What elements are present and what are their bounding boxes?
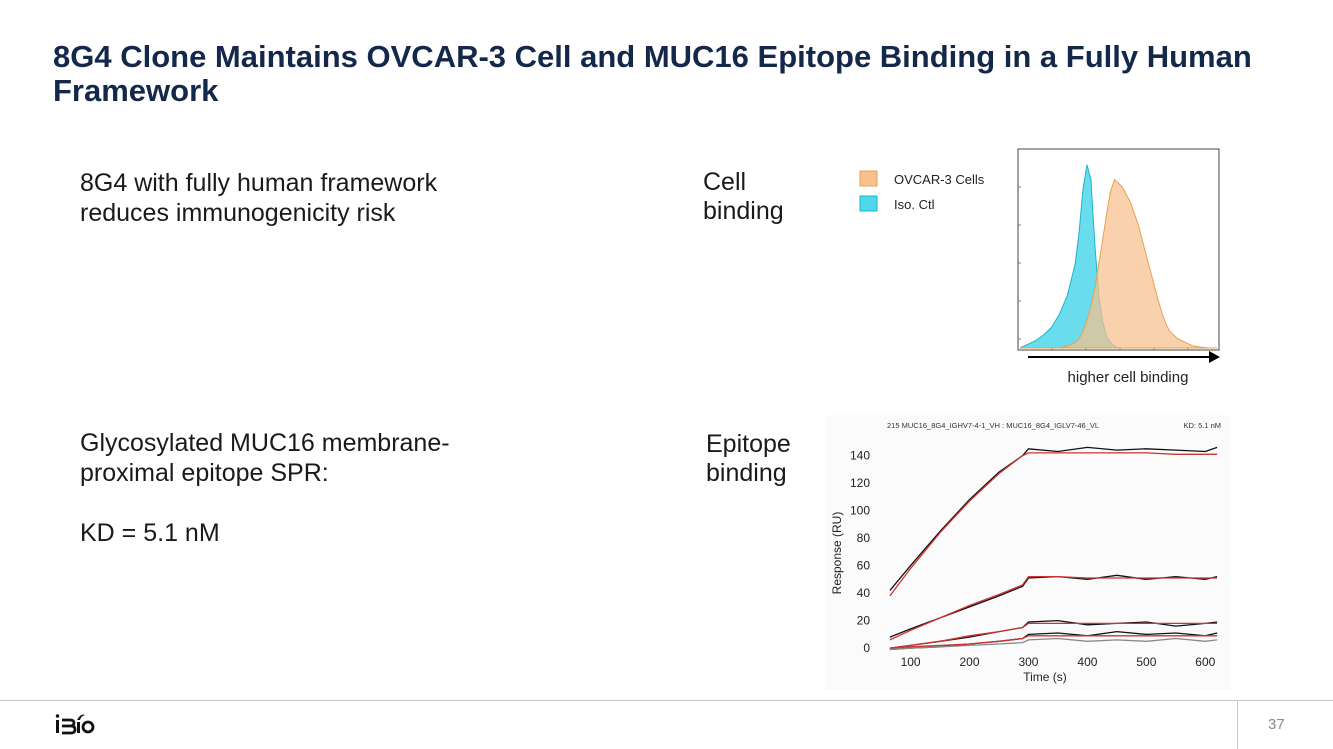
spr-curve-3 bbox=[889, 575, 1218, 641]
spr-curve-0 bbox=[889, 446, 1218, 591]
spr-curves bbox=[889, 446, 1218, 651]
point-immunogenicity: 8G4 with fully human framework reduces i… bbox=[80, 168, 437, 228]
spr-y-tick-label: 80 bbox=[857, 531, 871, 545]
legend-label-ovcar: OVCAR-3 Cells bbox=[894, 172, 985, 187]
spr-x-tick-label: 200 bbox=[960, 655, 980, 669]
epitope-binding-label-line2: binding bbox=[706, 459, 787, 487]
point-immunogenicity-line2: reduces immunogenicity risk bbox=[80, 199, 396, 227]
cell-binding-histogram: OVCAR-3 Cells Iso. Ctl higher cell bindi… bbox=[859, 148, 1220, 386]
footer-divider bbox=[1237, 701, 1238, 749]
spr-y-tick-label: 40 bbox=[857, 586, 871, 600]
footer-rule bbox=[0, 700, 1333, 701]
point-spr-line2: proximal epitope SPR: bbox=[80, 459, 329, 487]
spr-kd-annotation: KD: 5.1 nM bbox=[1183, 421, 1221, 430]
cell-binding-label-line1: Cell bbox=[703, 168, 747, 196]
spr-y-tick-label: 100 bbox=[850, 504, 870, 518]
spr-curve-5 bbox=[889, 622, 1218, 649]
spr-xlabel: Time (s) bbox=[1023, 670, 1067, 684]
spr-y-tick-label: 120 bbox=[850, 476, 870, 490]
slide-title: 8G4 Clone Maintains OVCAR-3 Cell and MUC… bbox=[53, 39, 1252, 108]
spr-title: 215 MUC16_8G4_IGHV7-4-1_VH : MUC16_8G4_I… bbox=[887, 421, 1099, 430]
spr-curve-7 bbox=[889, 635, 1218, 649]
spr-curve-1 bbox=[889, 452, 1218, 597]
legend-swatch-iso bbox=[859, 195, 878, 212]
epitope-binding-label-line1: Epitope bbox=[706, 430, 791, 458]
ibio-logo bbox=[55, 714, 95, 735]
spr-y-tick-label: 20 bbox=[857, 614, 871, 628]
spr-ylabel: Response (RU) bbox=[830, 512, 844, 595]
histogram-series-ovcar bbox=[1020, 178, 1217, 349]
spr-background bbox=[825, 415, 1230, 690]
point-spr-line1: Glycosylated MUC16 membrane- bbox=[80, 429, 450, 457]
spr-y-tick-label: 140 bbox=[850, 449, 870, 463]
spr-x-tick-label: 600 bbox=[1195, 655, 1215, 669]
spr-y-tick-label: 0 bbox=[863, 641, 870, 655]
spr-y-tick-label: 60 bbox=[857, 559, 871, 573]
spr-x-tick-label: 400 bbox=[1077, 655, 1097, 669]
point-immunogenicity-line1: 8G4 with fully human framework bbox=[80, 169, 438, 197]
spr-sensorgram: 215 MUC16_8G4_IGHV7-4-1_VH : MUC16_8G4_I… bbox=[825, 415, 1230, 690]
legend-swatch-ovcar bbox=[859, 170, 878, 187]
spr-curve-8 bbox=[889, 637, 1218, 651]
page-number: 37 bbox=[1268, 716, 1285, 733]
epitope-binding-label: Epitope binding bbox=[706, 430, 791, 488]
spr-x-tick-label: 300 bbox=[1018, 655, 1038, 669]
spr-x-tick-label: 100 bbox=[901, 655, 921, 669]
cell-binding-label-line2: binding bbox=[703, 197, 784, 225]
spr-axes: 0 20 40 60 80 100 120 140 100 200 300 400 500 600 bbox=[850, 449, 1216, 669]
point-spr: Glycosylated MUC16 membrane- proximal ep… bbox=[80, 428, 450, 548]
legend-label-iso: Iso. Ctl bbox=[894, 197, 935, 212]
point-spr-kd: KD = 5.1 nM bbox=[80, 519, 220, 547]
spr-x-tick-label: 500 bbox=[1136, 655, 1156, 669]
histogram-xlabel: higher cell binding bbox=[1068, 369, 1189, 386]
histogram-arrow-head bbox=[1209, 351, 1220, 363]
cell-binding-label: Cell binding bbox=[703, 168, 784, 226]
